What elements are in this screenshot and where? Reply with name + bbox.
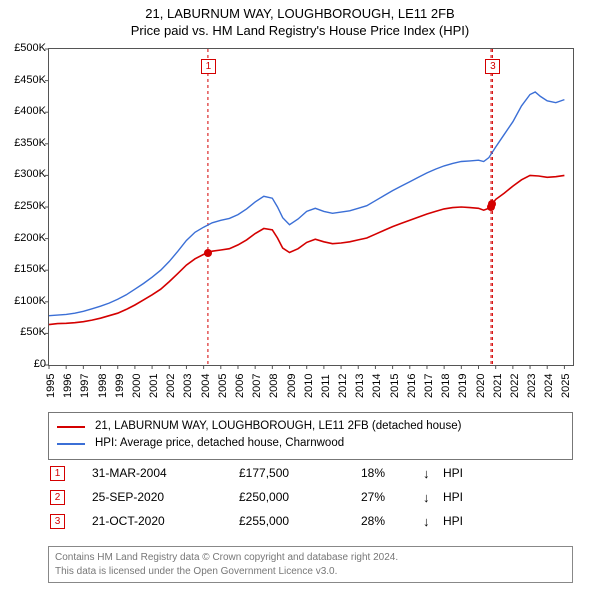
row-suffix: HPI (443, 510, 463, 532)
y-tick-label: £450K (2, 74, 46, 86)
x-tick-label: 2019 (457, 374, 469, 398)
legend-item: 21, LABURNUM WAY, LOUGHBOROUGH, LE11 2FB… (57, 418, 564, 435)
x-tick-label: 2017 (423, 374, 435, 398)
x-tick-label: 2015 (389, 374, 401, 398)
x-tick-label: 2023 (526, 374, 538, 398)
row-date: 31-MAR-2004 (92, 462, 237, 484)
row-pct: 28% (361, 510, 421, 532)
y-tick-label: £300K (2, 168, 46, 180)
table-row: 3 21-OCT-2020£255,00028%↓HPI (50, 510, 463, 532)
legend-item: HPI: Average price, detached house, Char… (57, 435, 564, 452)
data-point (488, 200, 496, 208)
table-row: 1 31-MAR-2004£177,50018%↓HPI (50, 462, 463, 484)
x-tick-label: 1996 (62, 374, 74, 398)
x-tick-label: 2007 (251, 374, 263, 398)
row-suffix: HPI (443, 462, 463, 484)
event-marker: 3 (485, 59, 500, 74)
row-date: 21-OCT-2020 (92, 510, 237, 532)
x-tick-label: 1998 (97, 374, 109, 398)
event-marker: 1 (201, 59, 216, 74)
row-price: £255,000 (239, 510, 359, 532)
title-address: 21, LABURNUM WAY, LOUGHBOROUGH, LE11 2FB (0, 6, 600, 23)
plot-area: 13 (48, 48, 574, 366)
x-tick-label: 2011 (320, 374, 332, 398)
title-subtitle: Price paid vs. HM Land Registry's House … (0, 23, 600, 40)
x-tick-label: 2000 (131, 374, 143, 398)
x-tick-label: 1997 (79, 374, 91, 398)
legend-swatch (57, 426, 85, 428)
down-arrow-icon: ↓ (423, 462, 441, 484)
row-marker: 3 (50, 514, 65, 529)
chart-container: 21, LABURNUM WAY, LOUGHBOROUGH, LE11 2FB… (0, 0, 600, 590)
down-arrow-icon: ↓ (423, 510, 441, 532)
transaction-table: 131-MAR-2004£177,50018%↓HPI225-SEP-2020£… (48, 460, 465, 534)
x-tick-label: 2025 (560, 374, 572, 398)
x-tick-label: 2012 (337, 374, 349, 398)
legend-label: 21, LABURNUM WAY, LOUGHBOROUGH, LE11 2FB… (95, 418, 461, 435)
y-tick-label: £400K (2, 105, 46, 117)
y-tick-label: £100K (2, 295, 46, 307)
down-arrow-icon: ↓ (423, 486, 441, 508)
x-tick-label: 2022 (509, 374, 521, 398)
y-tick-label: £350K (2, 137, 46, 149)
row-suffix: HPI (443, 486, 463, 508)
y-tick-label: £200K (2, 232, 46, 244)
x-tick-label: 2018 (440, 374, 452, 398)
legend: 21, LABURNUM WAY, LOUGHBOROUGH, LE11 2FB… (48, 412, 573, 460)
row-marker: 2 (50, 490, 65, 505)
x-tick-label: 2024 (543, 374, 555, 398)
footnote-line2: This data is licensed under the Open Gov… (55, 565, 566, 579)
x-tick-label: 2008 (268, 374, 280, 398)
footnote-line1: Contains HM Land Registry data © Crown c… (55, 551, 566, 565)
legend-swatch (57, 443, 85, 445)
x-tick-label: 2020 (475, 374, 487, 398)
x-tick-label: 2002 (165, 374, 177, 398)
x-tick-label: 1999 (114, 374, 126, 398)
x-tick-label: 2013 (354, 374, 366, 398)
y-tick-label: £500K (2, 42, 46, 54)
row-date: 25-SEP-2020 (92, 486, 237, 508)
x-tick-label: 2016 (406, 374, 418, 398)
legend-label: HPI: Average price, detached house, Char… (95, 435, 344, 452)
x-tick-label: 2003 (182, 374, 194, 398)
row-marker: 1 (50, 466, 65, 481)
row-pct: 18% (361, 462, 421, 484)
row-price: £250,000 (239, 486, 359, 508)
y-tick-label: £150K (2, 263, 46, 275)
y-tick-label: £250K (2, 200, 46, 212)
data-point (204, 249, 212, 257)
y-tick-label: £0 (2, 358, 46, 370)
y-tick-label: £50K (2, 326, 46, 338)
x-tick-label: 2004 (200, 374, 212, 398)
x-tick-label: 2021 (492, 374, 504, 398)
table-row: 2 25-SEP-2020£250,00027%↓HPI (50, 486, 463, 508)
x-tick-label: 2009 (286, 374, 298, 398)
x-tick-label: 2014 (371, 374, 383, 398)
x-tick-label: 2006 (234, 374, 246, 398)
row-pct: 27% (361, 486, 421, 508)
x-tick-label: 2010 (303, 374, 315, 398)
x-tick-label: 1995 (45, 374, 57, 398)
x-tick-label: 2005 (217, 374, 229, 398)
footnote: Contains HM Land Registry data © Crown c… (48, 546, 573, 583)
x-tick-label: 2001 (148, 374, 160, 398)
title-block: 21, LABURNUM WAY, LOUGHBOROUGH, LE11 2FB… (0, 0, 600, 40)
row-price: £177,500 (239, 462, 359, 484)
